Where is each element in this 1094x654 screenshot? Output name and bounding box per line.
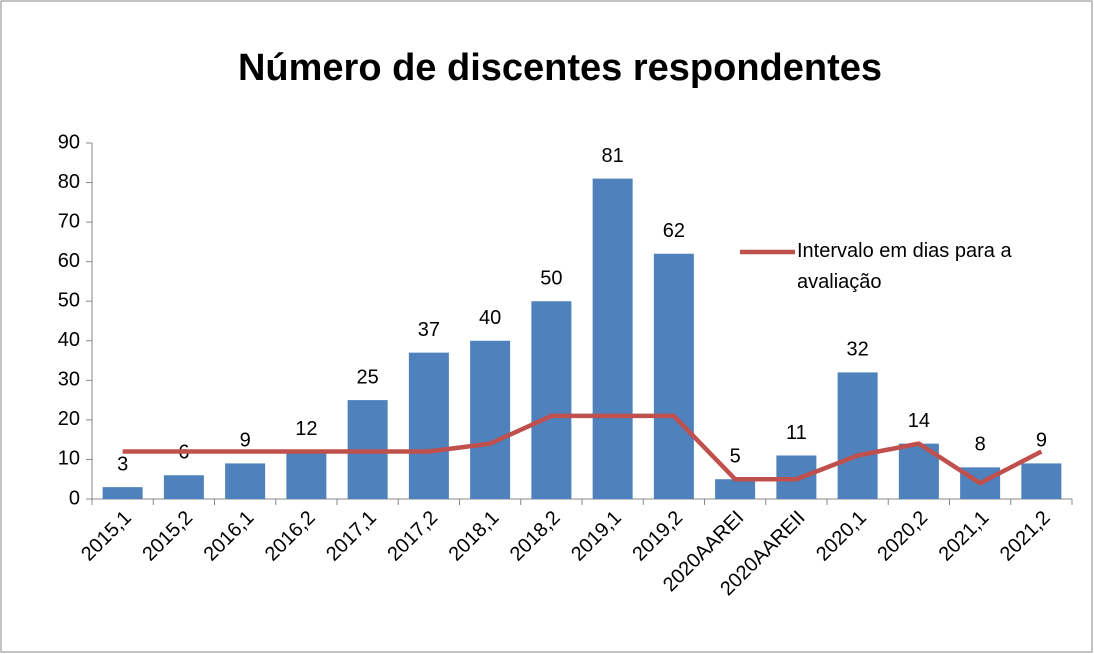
bar <box>225 463 266 499</box>
data-label: 5 <box>730 446 741 468</box>
bar <box>592 178 633 499</box>
y-tick-label: 50 <box>58 290 80 312</box>
bar <box>408 352 449 499</box>
data-label: 37 <box>418 319 440 341</box>
y-tick-label: 70 <box>58 210 80 232</box>
data-label: 14 <box>908 410 930 432</box>
data-label: 8 <box>975 434 986 456</box>
bar <box>470 340 511 499</box>
data-label: 9 <box>1036 430 1047 452</box>
y-tick-label: 60 <box>58 250 80 272</box>
data-label: 9 <box>240 430 251 452</box>
bar <box>163 475 204 499</box>
legend: Intervalo em dias para a avaliação <box>797 240 1012 293</box>
data-label: 3 <box>117 453 128 475</box>
bar <box>715 479 756 499</box>
y-tick-label: 80 <box>58 171 80 193</box>
bar <box>837 372 878 499</box>
data-label: 12 <box>295 418 317 440</box>
y-tick-label: 10 <box>58 448 80 470</box>
data-label: 40 <box>479 307 501 329</box>
y-tick-label: 40 <box>58 329 80 351</box>
bar <box>531 301 572 499</box>
y-tick-label: 0 <box>69 487 80 509</box>
data-label: 62 <box>663 220 685 242</box>
data-label: 25 <box>357 366 379 388</box>
y-tick-label: 90 <box>58 131 80 153</box>
data-label: 32 <box>847 339 869 361</box>
line <box>122 413 1043 486</box>
data-label: 11 <box>786 422 807 444</box>
chart-title: Número de discentes respondentes <box>238 47 882 89</box>
bar <box>653 253 694 499</box>
bar <box>1021 463 1062 499</box>
bar <box>286 451 327 499</box>
legend-label: Intervalo em dias para a avaliação <box>797 240 1012 293</box>
data-label: 81 <box>602 145 624 167</box>
bar <box>102 487 143 499</box>
data-label: 50 <box>540 268 562 290</box>
y-tick-label: 20 <box>58 408 80 430</box>
y-tick-label: 30 <box>58 369 80 391</box>
